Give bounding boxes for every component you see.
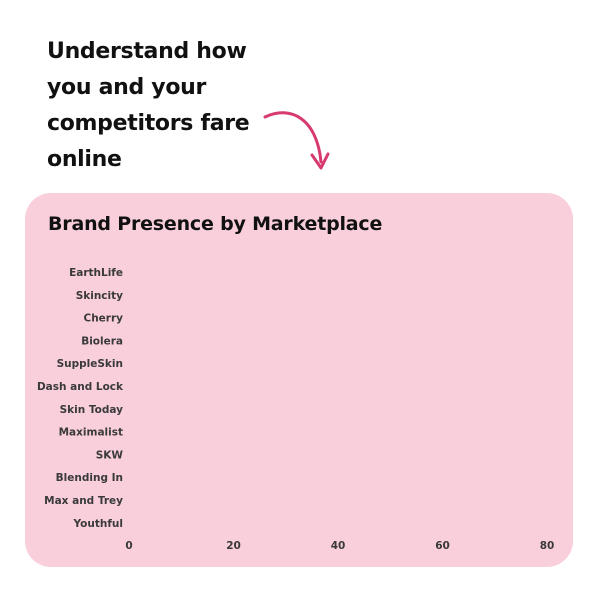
bar-chart: EarthLife Skincity Cherry Biolera SuppleSkin…	[37, 267, 555, 552]
chart-card: Brand Presence by Marketplace EarthLife S…	[25, 193, 573, 567]
x-tick-label: 20	[226, 540, 241, 552]
chart-title: Brand Presence by Marketplace	[48, 213, 383, 235]
category-label: Cherry	[83, 313, 123, 325]
category-label: Blending In	[56, 472, 123, 484]
headline-line: online	[47, 147, 122, 172]
curved-arrow-down-icon	[263, 111, 330, 170]
category-label: Dash and Lock	[37, 381, 124, 393]
headline-line: you and your	[47, 75, 207, 100]
category-label: Max and Trey	[44, 495, 123, 507]
category-label: Maximalist	[59, 427, 123, 439]
category-label: Skin Today	[60, 404, 124, 416]
x-tick-label: 40	[331, 540, 346, 552]
category-label: Biolera	[81, 335, 123, 347]
category-label: Youthful	[73, 518, 123, 530]
headline: Understand how you and your competitors …	[47, 34, 287, 178]
x-tick-label: 0	[125, 540, 132, 552]
headline-line: competitors fare	[47, 111, 250, 136]
headline-line: Understand how	[47, 39, 247, 64]
category-label: EarthLife	[69, 267, 123, 279]
category-label: SKW	[96, 449, 124, 461]
x-tick-label: 80	[540, 540, 555, 552]
x-tick-label: 60	[435, 540, 450, 552]
category-label: SuppleSkin	[57, 358, 123, 370]
category-label: Skincity	[76, 290, 123, 302]
